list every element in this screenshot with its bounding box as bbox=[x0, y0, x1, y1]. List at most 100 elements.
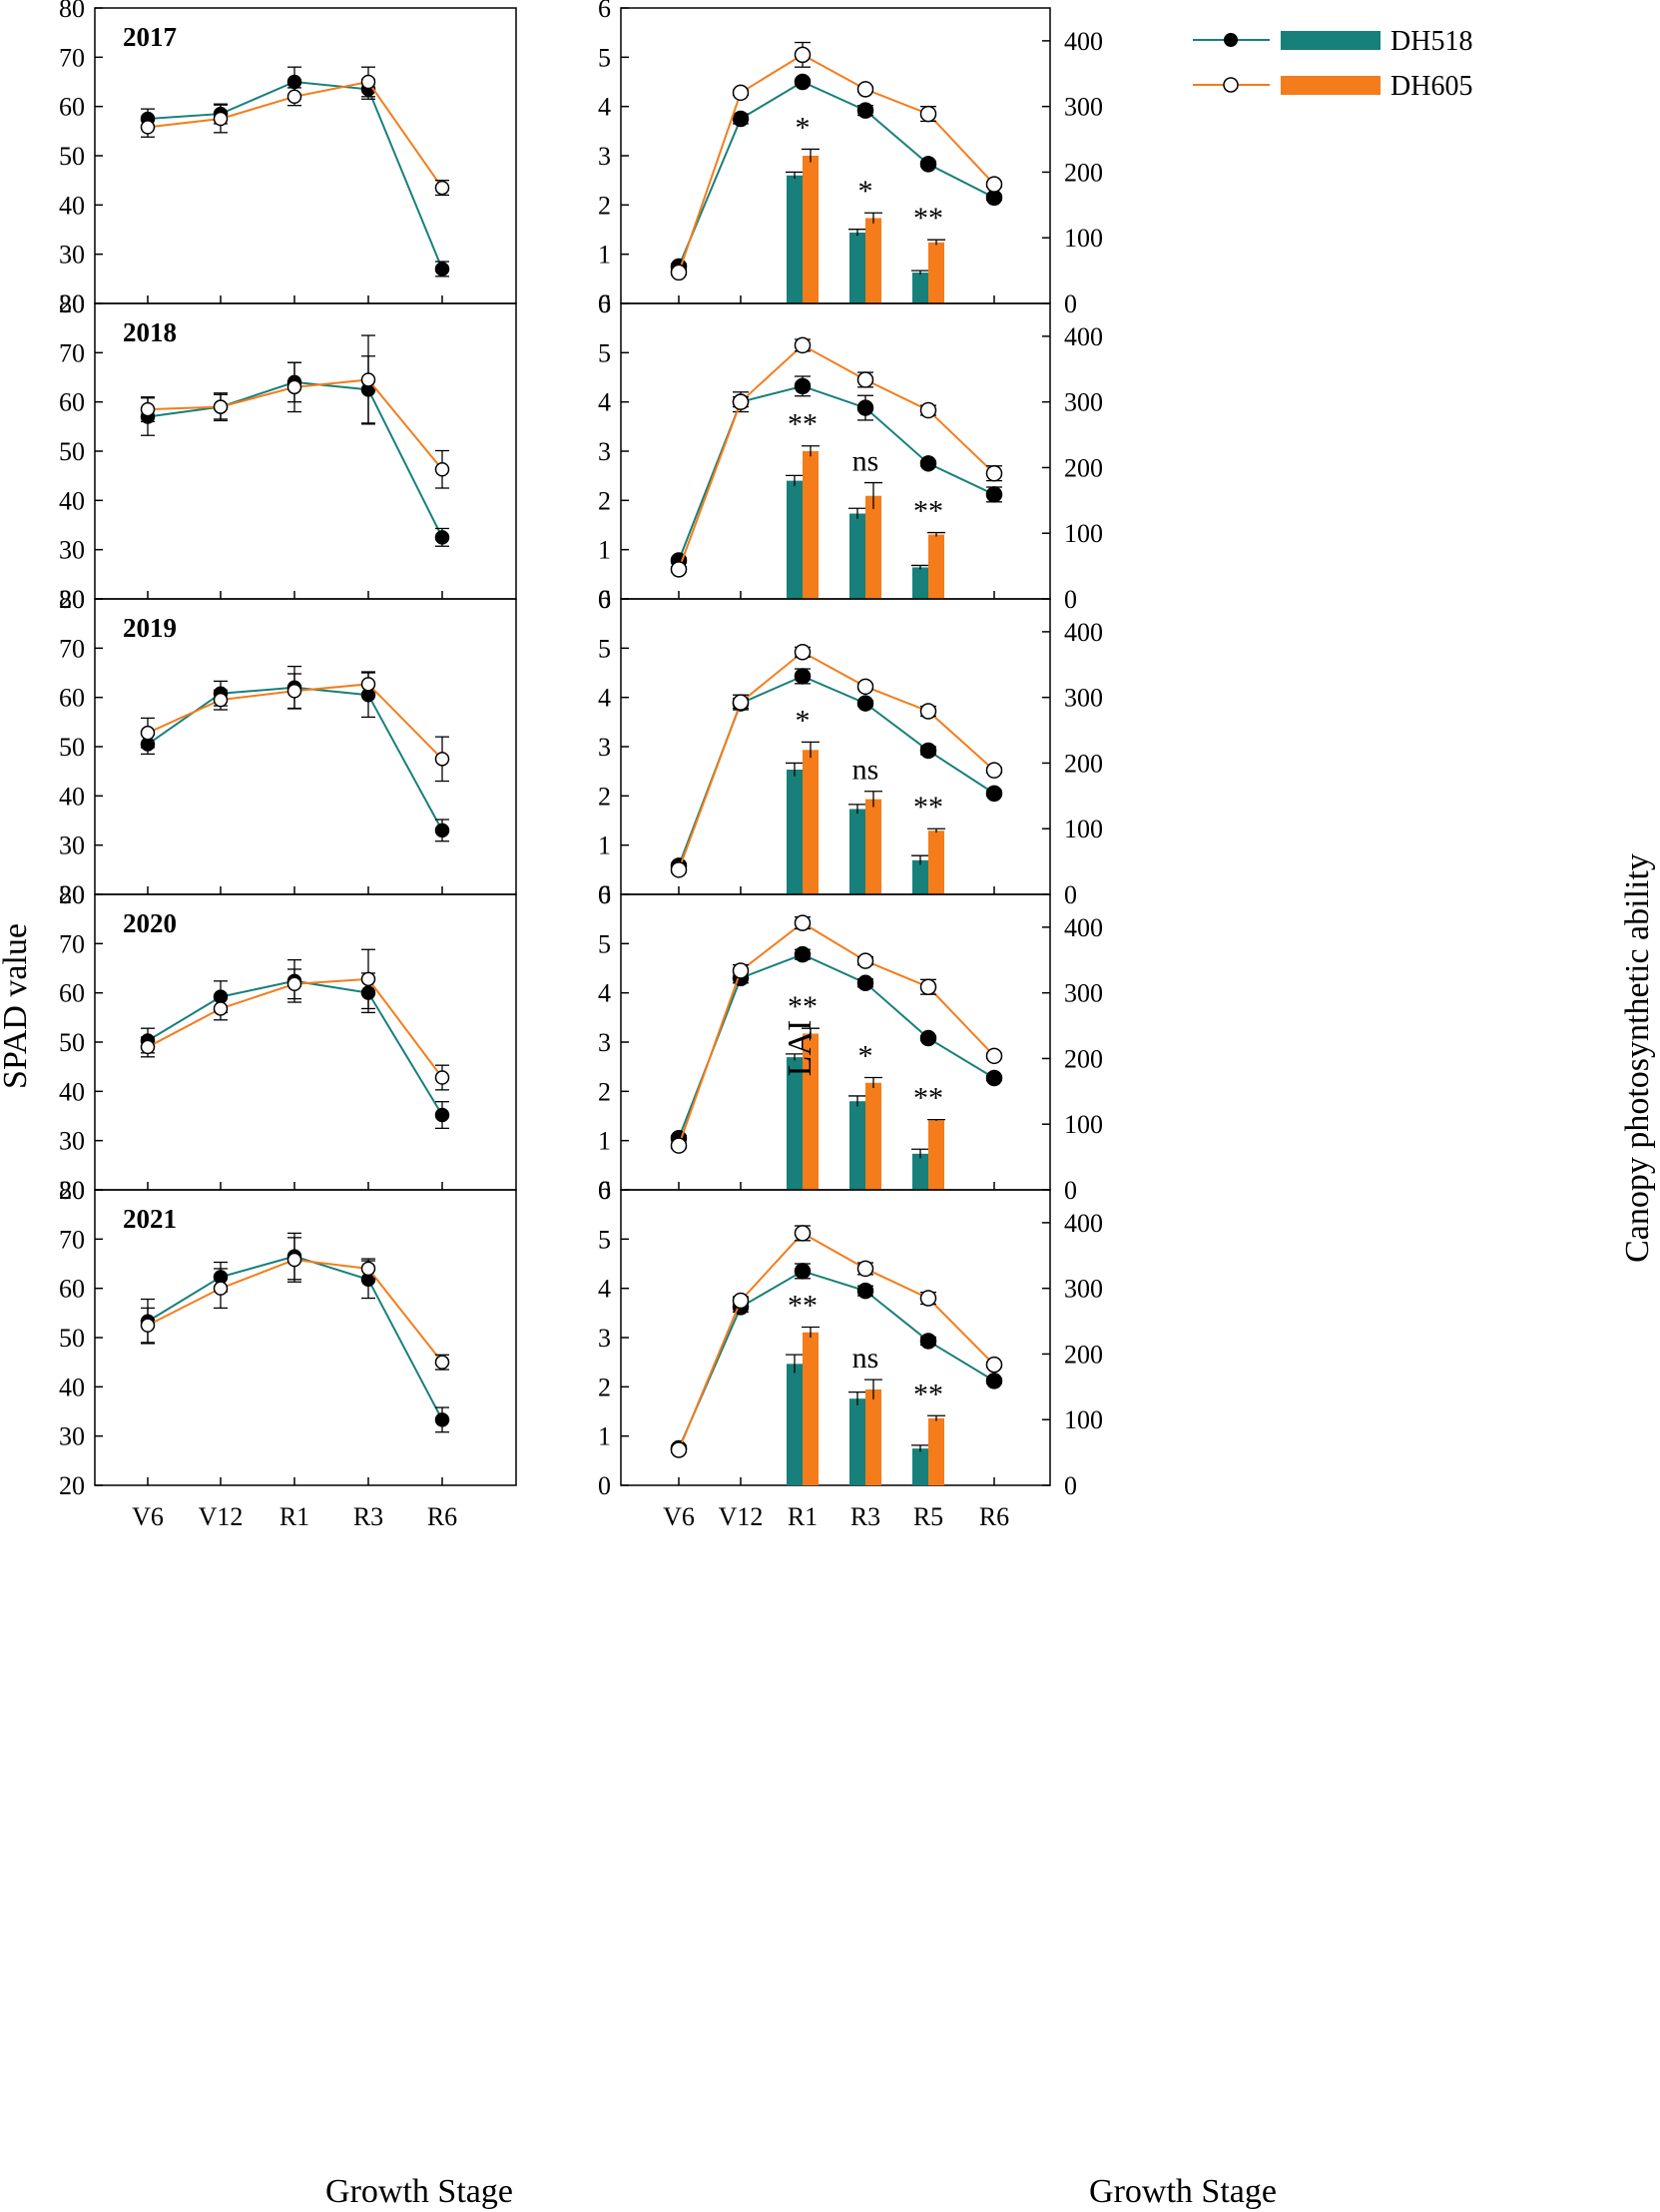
lai-point-dh518 bbox=[985, 1069, 1003, 1087]
lai-point-dh518 bbox=[985, 486, 1003, 503]
lai-point-dh518 bbox=[856, 974, 874, 992]
canopy-y-tick-label: 0 bbox=[1064, 1471, 1077, 1500]
lai-y-tick-label: 6 bbox=[598, 289, 611, 318]
spad-panel-frame bbox=[94, 1189, 517, 1486]
spad-y-tick-label: 40 bbox=[59, 486, 85, 515]
lai-x-tick-label: R3 bbox=[850, 1502, 880, 1531]
lai-point-dh605 bbox=[794, 644, 812, 661]
lai-y-tick-label: 2 bbox=[598, 1373, 611, 1401]
spad-y-tick-label: 80 bbox=[59, 0, 85, 23]
lai-y-tick-label: 3 bbox=[598, 1324, 611, 1353]
significance-label: ** bbox=[913, 495, 943, 528]
lai-y-tick-label: 6 bbox=[598, 1176, 611, 1205]
spad-point-dh605 bbox=[213, 399, 229, 414]
spad-point-dh518 bbox=[434, 262, 450, 276]
lai-point-dh605 bbox=[919, 978, 937, 995]
lai-y-tick-label: 5 bbox=[598, 929, 611, 958]
year-label: 2020 bbox=[123, 908, 177, 938]
lai-point-dh605 bbox=[856, 952, 874, 969]
legend-swatch-dh605 bbox=[1281, 76, 1381, 95]
spad-point-dh518 bbox=[434, 1107, 450, 1123]
lai-point-dh518 bbox=[919, 1029, 937, 1047]
spad-point-dh605 bbox=[360, 74, 376, 90]
lai-point-dh518 bbox=[919, 455, 937, 472]
canopy-y-tick-label: 0 bbox=[1064, 1176, 1077, 1205]
lai-y-tick-label: 3 bbox=[598, 437, 611, 466]
significance-label: ** bbox=[913, 791, 943, 824]
spad-y-tick-label: 70 bbox=[59, 929, 85, 958]
legend: DH518 DH605 bbox=[1193, 26, 1472, 102]
canopy-bar-dh518 bbox=[912, 1448, 928, 1485]
lai-y-tick-label: 6 bbox=[598, 585, 611, 614]
lai-point-dh605 bbox=[794, 336, 812, 354]
canopy-bar-dh518 bbox=[787, 1057, 803, 1190]
spad-y-tick-label: 50 bbox=[59, 437, 85, 466]
lai-panel-frame bbox=[620, 7, 1051, 304]
spad-y-axis-label: SPAD value bbox=[0, 923, 34, 1089]
canopy-bar-dh605 bbox=[803, 156, 819, 303]
spad-point-dh605 bbox=[360, 677, 376, 692]
canopy-y-tick-label: 200 bbox=[1064, 1340, 1103, 1369]
spad-point-dh605 bbox=[213, 1001, 229, 1016]
spad-y-tick-label: 30 bbox=[59, 831, 85, 860]
lai-point-dh605 bbox=[985, 762, 1003, 779]
canopy-y-tick-label: 400 bbox=[1064, 618, 1103, 647]
lai-point-dh605 bbox=[732, 1292, 750, 1310]
lai-y-tick-label: 5 bbox=[598, 43, 611, 72]
spad-y-tick-label: 70 bbox=[59, 338, 85, 367]
lai-point-dh605 bbox=[794, 914, 812, 931]
canopy-y-tick-label: 200 bbox=[1064, 158, 1103, 187]
lai-y-tick-label: 2 bbox=[598, 191, 611, 220]
canopy-y-tick-label: 100 bbox=[1064, 1110, 1103, 1139]
spad-y-tick-label: 20 bbox=[59, 1471, 85, 1500]
spad-point-dh605 bbox=[286, 379, 302, 395]
canopy-bar-dh518 bbox=[787, 175, 803, 303]
lai-line-dh605 bbox=[678, 343, 995, 570]
spad-x-tick-label: R6 bbox=[427, 1502, 457, 1531]
canopy-bar-dh605 bbox=[803, 451, 819, 599]
spad-y-tick-label: 20 bbox=[59, 880, 85, 909]
canopy-bar-dh518 bbox=[912, 1153, 928, 1190]
canopy-bar-dh518 bbox=[912, 273, 928, 303]
lai-point-dh605 bbox=[919, 703, 937, 720]
lai-point-dh605 bbox=[985, 1047, 1003, 1065]
spad-panel-frame bbox=[94, 7, 517, 304]
lai-point-dh518 bbox=[919, 156, 937, 173]
spad-point-dh605 bbox=[140, 401, 156, 417]
canopy-y-tick-label: 200 bbox=[1064, 1044, 1103, 1073]
canopy-bar-dh605 bbox=[865, 1082, 881, 1190]
lai-point-dh605 bbox=[856, 678, 874, 696]
lai-point-dh518 bbox=[794, 945, 812, 963]
lai-y-tick-label: 4 bbox=[598, 1275, 611, 1304]
significance-label: * bbox=[796, 704, 811, 737]
canopy-y-tick-label: 300 bbox=[1064, 979, 1103, 1008]
lai-y-tick-label: 5 bbox=[598, 634, 611, 663]
lai-point-dh605 bbox=[670, 264, 688, 281]
lai-point-dh605 bbox=[919, 105, 937, 123]
spad-y-tick-label: 80 bbox=[59, 880, 85, 909]
spad-y-tick-label: 60 bbox=[59, 684, 85, 713]
canopy-bar-dh518 bbox=[849, 1398, 865, 1485]
spad-y-tick-label: 40 bbox=[59, 782, 85, 811]
legend-marker-dh518 bbox=[1224, 33, 1238, 47]
lai-point-dh605 bbox=[670, 1441, 688, 1458]
legend-marker-dh605 bbox=[1223, 77, 1239, 93]
canopy-bar-dh605 bbox=[865, 799, 881, 894]
lai-point-dh518 bbox=[856, 695, 874, 712]
year-label: 2019 bbox=[123, 613, 177, 643]
lai-y-tick-label: 3 bbox=[598, 1028, 611, 1057]
spad-point-dh605 bbox=[286, 976, 302, 992]
canopy-bar-dh605 bbox=[803, 750, 819, 894]
lai-line-dh518 bbox=[678, 80, 995, 268]
canopy-bar-dh605 bbox=[803, 1033, 819, 1190]
lai-y-tick-label: 4 bbox=[598, 93, 611, 122]
lai-y-tick-label: 4 bbox=[598, 388, 611, 417]
spad-y-tick-label: 80 bbox=[59, 585, 85, 614]
lai-y-tick-label: 6 bbox=[598, 880, 611, 909]
lai-y-tick-label: 2 bbox=[598, 486, 611, 515]
spad-point-dh605 bbox=[360, 971, 376, 987]
lai-point-dh605 bbox=[985, 176, 1003, 193]
